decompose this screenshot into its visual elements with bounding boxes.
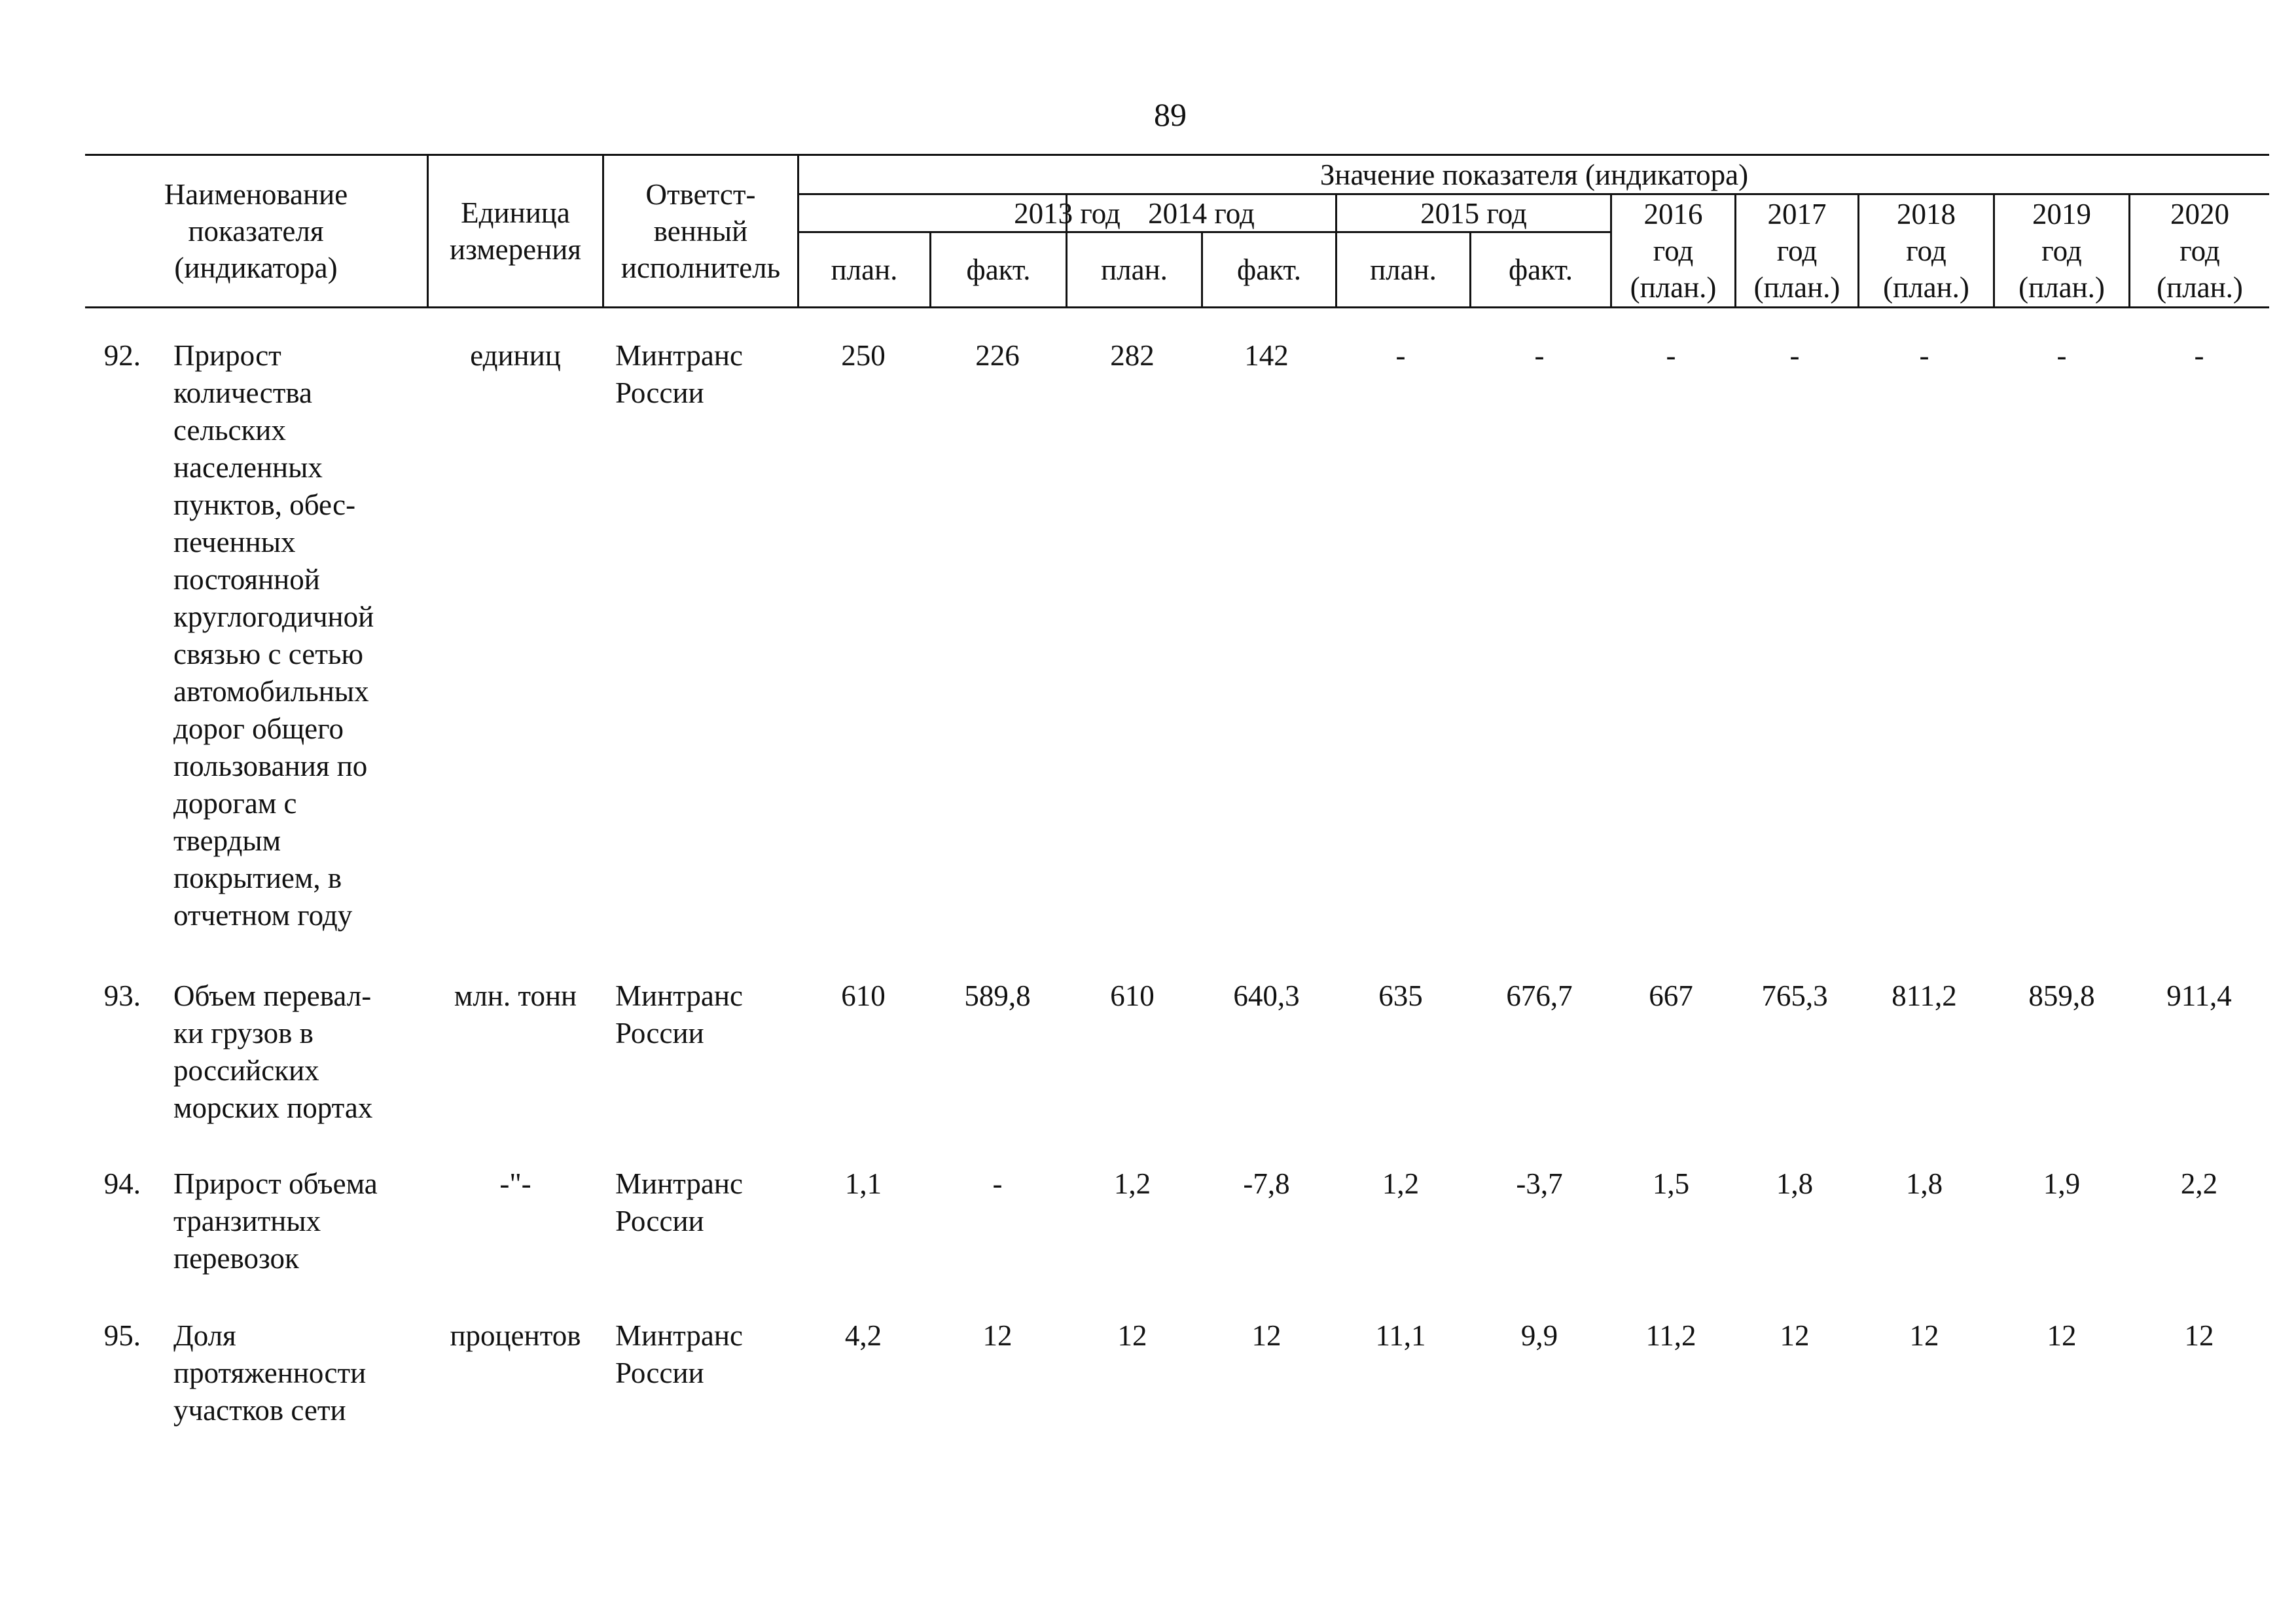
row-value: 12 [1909,1319,1939,1352]
row-value: - [1919,339,1929,372]
row-value: 226 [975,339,1020,372]
row-value: 9,9 [1520,1319,1558,1352]
col-divider [1993,193,1995,308]
header-fact-2014: факт. [1237,253,1301,286]
col-divider [1857,193,1859,308]
header-bottom-rule [85,306,2269,308]
row-executor: Минтранс России [615,339,743,409]
header-year-2013: 2013 год [1014,196,1121,230]
row-value: 635 [1378,979,1423,1012]
row-value: 11,1 [1375,1319,1426,1352]
row-executor: Минтранс России [615,979,743,1049]
row-value: - [2194,339,2204,372]
header-plan-2014: план. [1101,253,1168,286]
row-value: 2,2 [2180,1167,2218,1200]
row-value: 811,2 [1892,979,1957,1012]
row-value: 12 [1780,1319,1810,1352]
header-year-2016: 2016 год (план.) [1630,198,1717,304]
row-value: - [1534,339,1545,372]
row-indicator-name: Прирост количества сельских населенных пункт… [173,339,374,932]
row-value: 667 [1649,979,1693,1012]
row-value: - [1789,339,1800,372]
col-divider [602,154,604,308]
row-value: -3,7 [1516,1167,1563,1200]
col-divider [1734,193,1736,308]
row-indicator-name: Доля протяженности участков сети [173,1319,367,1427]
row-value: 12 [1117,1319,1147,1352]
row-value: - [1395,339,1406,372]
header-top-rule [85,154,2269,156]
header-year-2015: 2015 год [1420,196,1527,230]
row-value: 1,1 [844,1167,882,1200]
header-year-2014: 2014 год [1148,196,1255,230]
col-divider [1335,193,1337,308]
row-value: 610 [841,979,886,1012]
row-value: 12 [2047,1319,2077,1352]
row-number: 94. [103,1167,141,1200]
row-value: 1,8 [1776,1167,1814,1200]
row-number: 93. [103,979,141,1012]
row-executor: Минтранс России [615,1167,743,1237]
row-number: 92. [103,339,141,372]
row-indicator-name: Прирост объема транзитных перевозок [173,1167,378,1275]
row-value: - [992,1167,1003,1200]
row-value: 765,3 [1761,979,1828,1012]
row-value: 859,8 [2028,979,2095,1012]
col-divider [1610,193,1612,308]
header-plan-2015: план. [1370,253,1437,286]
col-divider [1469,231,1471,308]
row-value: - [2056,339,2067,372]
row-unit: млн. тонн [454,979,577,1012]
row-value: 1,9 [2043,1167,2081,1200]
row-executor: Минтранс России [615,1319,743,1389]
header-year-2019: 2019 год (план.) [2018,198,2105,304]
row-value: 640,3 [1233,979,1300,1012]
row-value: 1,5 [1652,1167,1690,1200]
row-value: 250 [841,339,886,372]
col-divider [427,154,429,308]
header-year-2017: 2017 год (план.) [1753,198,1840,304]
row-value: 142 [1244,339,1289,372]
col-divider [2128,193,2130,308]
header-year-2018: 2018 год (план.) [1883,198,1969,304]
year-row-rule [797,193,2269,195]
col-divider [1201,231,1203,308]
plan-fact-row-rule [797,231,1611,233]
header-year-2020: 2020 год (план.) [2157,198,2243,304]
row-value: 676,7 [1506,979,1573,1012]
row-value: -7,8 [1243,1167,1290,1200]
col-divider [929,231,931,308]
row-value: 282 [1110,339,1155,372]
col-divider [1066,193,1067,308]
row-value: 1,2 [1382,1167,1420,1200]
row-value: 1,8 [1905,1167,1943,1200]
row-value: 12 [2184,1319,2214,1352]
row-value: 911,4 [2166,979,2232,1012]
row-unit: -"- [499,1167,531,1200]
header-fact-2013: факт. [966,253,1031,286]
row-value: - [1666,339,1676,372]
header-unit: Единица измерения [449,196,581,266]
header-executor: Ответст- венный исполнитель [620,178,781,284]
row-value: 11,2 [1645,1319,1696,1352]
row-value: 589,8 [964,979,1031,1012]
row-unit: единиц [470,339,561,372]
row-unit: процентов [450,1319,581,1352]
row-value: 12 [1251,1319,1282,1352]
header-name: Наименование показателя (индикатора) [164,178,348,284]
row-number: 95. [103,1319,141,1352]
row-indicator-name: Объем перевал-ки грузов в российских морск… [173,979,373,1124]
header-fact-2015: факт. [1509,253,1573,286]
header-plan-2013: план. [831,253,898,286]
header-value-group: Значение показателя (индикатора) [1319,158,1749,191]
page-number: 89 [1154,96,1187,133]
row-value: 4,2 [844,1319,882,1352]
row-value: 610 [1110,979,1155,1012]
row-value: 12 [982,1319,1013,1352]
row-value: 1,2 [1113,1167,1151,1200]
